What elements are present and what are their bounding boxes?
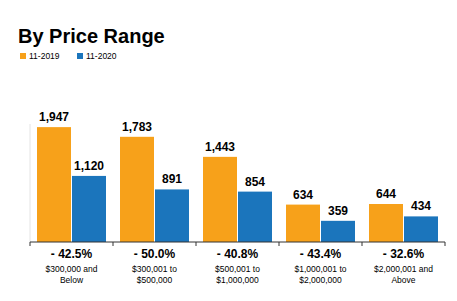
bar [120,137,154,242]
change-annotation: - 42.5% [51,247,93,261]
category-divider [113,242,114,246]
change-annotation: - 50.0% [134,247,176,261]
category-divider [196,242,197,246]
bar [155,189,189,242]
category-label-line: $2,000,001 and [374,264,433,274]
category-label-line: $500,001 to [215,264,260,274]
bar [203,157,237,242]
y-axis-line [30,124,31,242]
category-divider [445,242,446,246]
data-label: 434 [411,199,431,213]
category-label-line: Above [391,275,415,285]
data-label: 891 [162,172,182,186]
category-label: $1,000,001 to$2,000,000 [295,264,347,285]
category-label: $2,000,001 andAbove [374,264,433,285]
labels: 1,947 1,120 1,783 891 1,443 854 634 359 644 434 - … [39,110,433,285]
bar [404,216,438,242]
data-label: 359 [328,204,348,218]
category-label-line: $1,000,001 to [295,264,347,274]
change-annotation: - 32.6% [383,247,425,261]
category-label: $300,001 to$500,000 [132,264,177,285]
bar [286,205,320,242]
category-label-line: Below [60,275,84,285]
category-label: $300,000 andBelow [46,264,98,285]
change-annotation: - 40.8% [217,247,259,261]
category-label-line: $300,000 and [46,264,98,274]
data-label: 1,783 [122,120,152,134]
legend-label: 11-2019 [29,51,60,61]
data-label: 1,947 [39,110,69,124]
data-label: 854 [245,175,265,189]
chart-svg: By Price Range11-201911-20201,9471,1201,… [0,0,457,301]
category-divider [30,242,31,246]
data-label: 1,120 [74,159,104,173]
legend-label: 11-2020 [86,51,117,61]
category-label-line: $300,001 to [132,264,177,274]
data-label: 1,443 [205,140,235,154]
bar [238,192,272,242]
category-divider [279,242,280,246]
data-label: 634 [293,188,313,202]
bar [37,127,71,242]
bars [37,127,438,242]
chart-container: By Price Range11-201911-20201,9471,1201,… [0,0,457,301]
category-label-line: $1,000,000 [216,275,259,285]
category-label-line: $500,000 [137,275,173,285]
data-label: 644 [376,187,396,201]
x-axis-line [30,242,445,243]
bar [321,221,355,242]
category-label: $500,001 to$1,000,000 [215,264,260,285]
bar [369,204,403,242]
title: By Price Range [18,25,165,47]
category-label-line: $2,000,000 [299,275,342,285]
legend-swatch [77,53,83,59]
category-divider [362,242,363,246]
bar [72,176,106,242]
change-annotation: - 43.4% [300,247,342,261]
legend-swatch [20,53,26,59]
